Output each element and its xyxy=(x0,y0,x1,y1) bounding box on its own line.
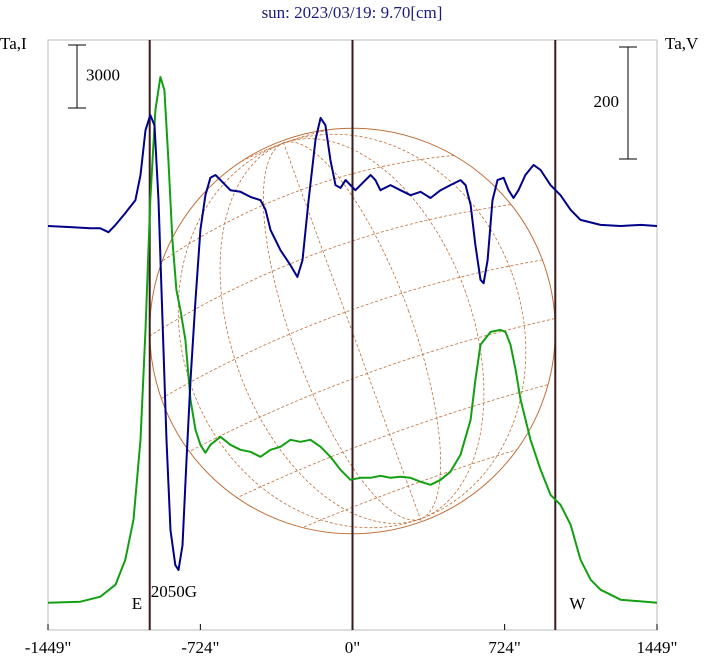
y2-axis-label: Ta,V xyxy=(665,34,699,53)
y-axis-label: Ta,I xyxy=(0,34,27,53)
x-tick-label: -724" xyxy=(181,638,219,657)
west-label: W xyxy=(569,594,586,613)
i-scale-bar-label: 3000 xyxy=(86,65,120,84)
scan-line xyxy=(47,114,658,571)
x-tick-label: -1449" xyxy=(25,638,72,657)
scan-line xyxy=(47,76,658,604)
x-tick-label: 1449" xyxy=(637,638,678,657)
field-label: 2050G xyxy=(151,582,197,601)
x-tick-label: 724" xyxy=(488,638,520,657)
x-tick-label: 0" xyxy=(345,638,360,657)
v-scale-bar-label: 200 xyxy=(594,92,620,111)
chart-title: sun: 2023/03/19: 9.70[cm] xyxy=(262,3,443,22)
east-label: E xyxy=(132,594,142,613)
